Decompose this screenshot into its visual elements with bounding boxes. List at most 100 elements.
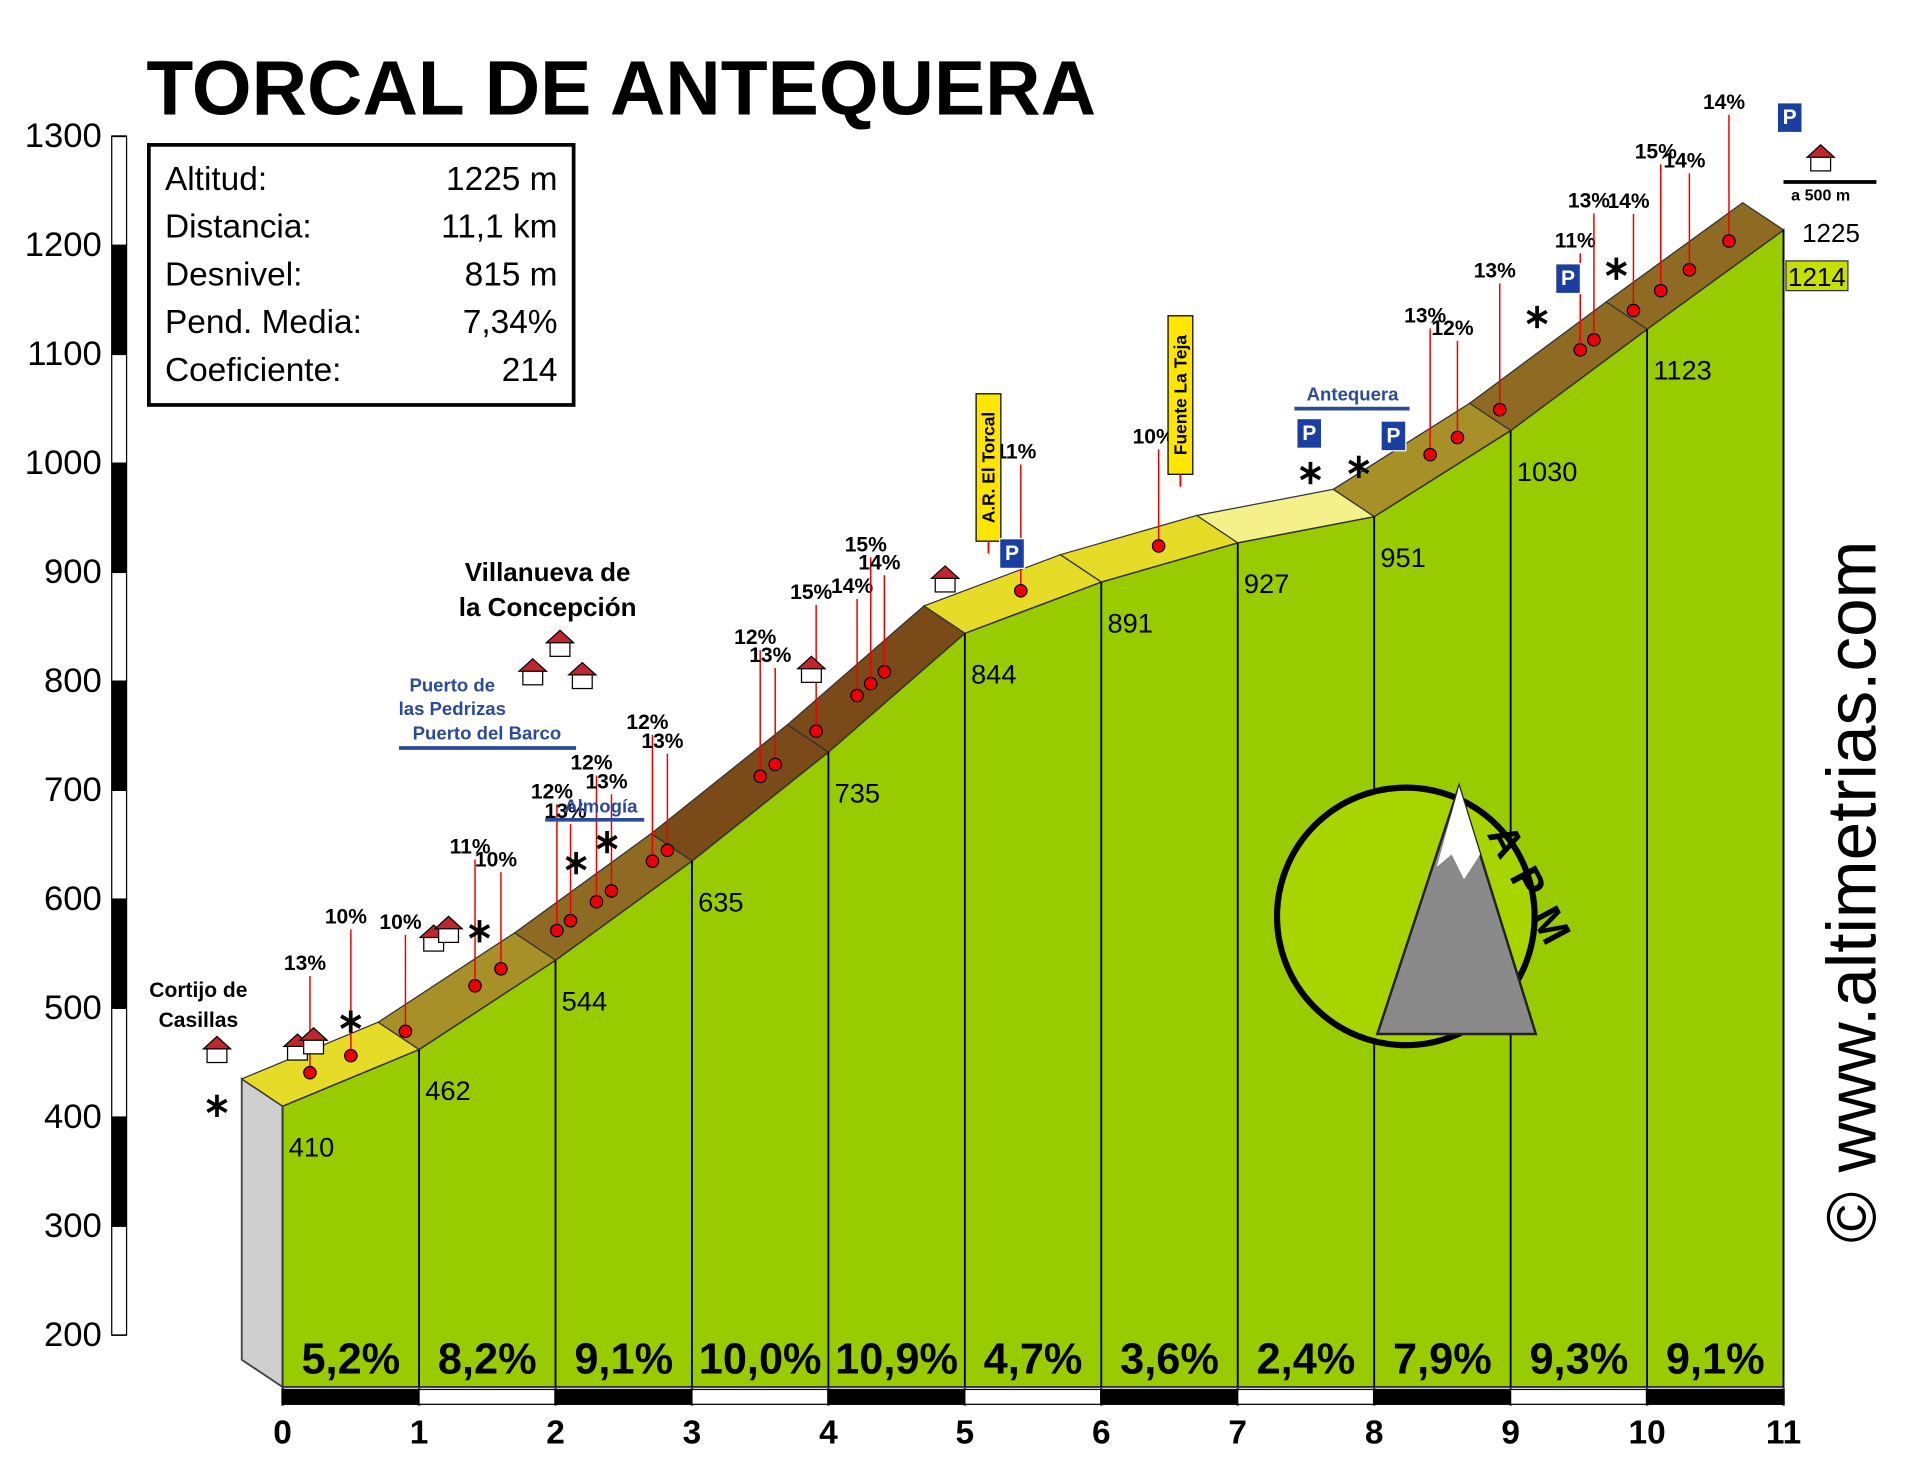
- parking-sign: [1555, 263, 1582, 295]
- stat-value: 1225 m: [446, 161, 557, 198]
- altitude-label: 1214: [1788, 262, 1846, 292]
- grade-point: [1722, 234, 1736, 248]
- grade-point: [1587, 333, 1601, 347]
- grade-point: [1450, 430, 1465, 445]
- grade-label: 14%: [1607, 190, 1649, 213]
- grade-point: [468, 978, 482, 993]
- scale-block: [111, 1116, 128, 1227]
- asterisk: [1605, 261, 1627, 276]
- grade-point: [1573, 343, 1588, 357]
- house-icon: [800, 666, 822, 683]
- scale-block: [111, 1225, 128, 1336]
- grade-label: 13%: [1568, 190, 1610, 213]
- asterisk: [1526, 309, 1548, 325]
- y-tick-label: 1100: [27, 335, 102, 373]
- stat-value: 7,34%: [463, 304, 558, 341]
- asterisk: [596, 834, 618, 850]
- house-roof: [201, 1035, 233, 1050]
- segment-grade: 5,2%: [301, 1336, 400, 1384]
- km-bar: [827, 1388, 966, 1405]
- parking-sign: [1776, 102, 1803, 134]
- grade-point: [1151, 539, 1166, 553]
- house-icon: [1810, 155, 1832, 172]
- km-bar: [691, 1388, 830, 1405]
- x-tick-label: 11: [1766, 1414, 1801, 1451]
- grade-label: 10%: [1133, 425, 1175, 448]
- grade-label: 13%: [641, 730, 683, 753]
- grade-label: 13%: [749, 644, 791, 667]
- distance-note: a 500 m: [1791, 187, 1850, 205]
- house-roof: [298, 1027, 329, 1041]
- segment-grade: 4,7%: [984, 1336, 1083, 1384]
- grade-point: [1682, 263, 1697, 277]
- grade-point: [604, 884, 619, 898]
- altitude-label: 410: [289, 1131, 334, 1162]
- asterisk: [1299, 465, 1322, 481]
- km-bar: [1510, 1388, 1648, 1405]
- x-tick-label: 6: [1092, 1414, 1111, 1451]
- grade-label: 12%: [570, 752, 612, 775]
- house-roof: [1805, 144, 1836, 158]
- asterisk: [1348, 459, 1370, 475]
- x-tick-label: 4: [819, 1414, 838, 1451]
- stat-label: Distancia:: [165, 209, 312, 246]
- grade-point: [753, 769, 768, 784]
- chart-title: TORCAL DE ANTEQUERA: [146, 47, 1096, 132]
- sign-box: [1167, 315, 1194, 475]
- km-bar: [1646, 1388, 1785, 1405]
- grade-label: 10%: [325, 905, 367, 928]
- altitude-label: 544: [562, 985, 607, 1016]
- house-icon: [571, 673, 593, 690]
- place-label: Villanueva de: [465, 557, 631, 587]
- parking-sign: [999, 538, 1026, 570]
- x-tick-label: 5: [956, 1414, 975, 1451]
- scale-block: [111, 571, 128, 682]
- house-roof: [567, 661, 598, 676]
- x-tick-label: 3: [683, 1414, 702, 1451]
- altitude-box: [1785, 260, 1849, 292]
- stat-value: 214: [502, 352, 558, 389]
- segment-grade: 10,9%: [835, 1336, 958, 1384]
- x-tick-label: 1: [410, 1414, 429, 1451]
- grade-point: [863, 676, 878, 691]
- grade-point: [589, 895, 604, 909]
- altitude-label: 1123: [1653, 354, 1712, 385]
- altitude-label: 844: [971, 659, 1016, 690]
- grade-label: 12%: [734, 626, 776, 649]
- grade-label: 13%: [545, 800, 587, 823]
- grade-point: [877, 664, 892, 679]
- house-icon: [549, 640, 571, 657]
- grade-label: 13%: [1474, 260, 1516, 283]
- km-bar: [1237, 1388, 1375, 1405]
- km-bar: [1100, 1388, 1239, 1405]
- altitude-label: 735: [835, 777, 880, 808]
- place-label: la Concepción: [459, 592, 637, 622]
- grade-label: 12%: [531, 780, 573, 803]
- scale-block: [111, 789, 128, 900]
- house-icon: [438, 926, 460, 944]
- y-tick-label: 400: [44, 1098, 102, 1136]
- parking-label: P: [1005, 542, 1019, 565]
- altitude-label: 462: [425, 1075, 470, 1106]
- stats-box: [147, 143, 576, 407]
- x-tick-label: 0: [273, 1414, 292, 1451]
- grade-label: 10%: [379, 911, 421, 934]
- place-label: Almogía: [564, 796, 638, 817]
- grade-label: 14%: [1703, 91, 1745, 114]
- place-label: Puerto de: [409, 674, 495, 695]
- parking-label: P: [1783, 106, 1797, 129]
- place-label: Cortijo de: [149, 979, 247, 1002]
- y-tick-label: 1300: [25, 117, 102, 155]
- credit: © www.altimetrias.com: [1813, 541, 1891, 1243]
- parking-label: P: [1561, 267, 1575, 290]
- grade-label: 15%: [1635, 140, 1677, 163]
- y-tick-label: 1000: [25, 444, 102, 482]
- km-bar: [418, 1388, 557, 1405]
- segment-grade: 2,4%: [1257, 1336, 1356, 1384]
- stat-label: Pend. Media:: [165, 304, 362, 341]
- y-tick-label: 900: [44, 553, 102, 591]
- grade-point: [344, 1048, 358, 1063]
- place-label: Antequera: [1307, 383, 1399, 404]
- grade-point: [645, 854, 660, 868]
- y-tick-label: 800: [44, 662, 102, 700]
